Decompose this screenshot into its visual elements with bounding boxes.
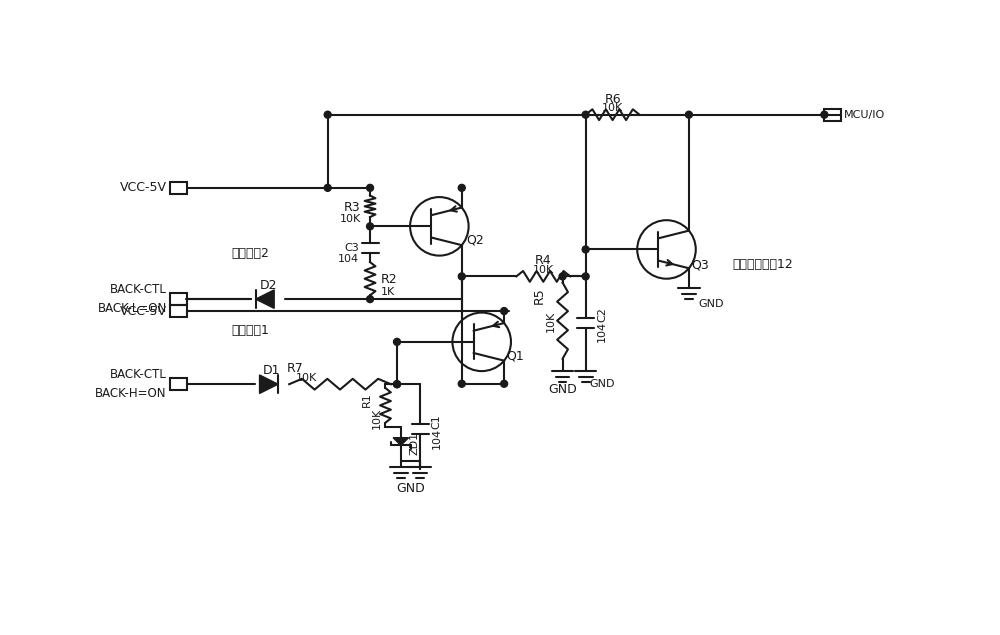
- Text: 第二电路2: 第二电路2: [231, 247, 269, 260]
- Text: R5: R5: [533, 287, 546, 304]
- Text: R6: R6: [604, 93, 621, 106]
- Text: GND: GND: [590, 379, 615, 389]
- Text: Q2: Q2: [466, 234, 484, 247]
- Circle shape: [582, 246, 589, 253]
- Circle shape: [367, 223, 374, 230]
- Polygon shape: [260, 375, 278, 394]
- Text: VCC-5V: VCC-5V: [120, 305, 167, 318]
- Text: R7: R7: [287, 363, 304, 375]
- Polygon shape: [256, 290, 274, 309]
- Text: R3: R3: [344, 201, 361, 213]
- Text: ZD1: ZD1: [410, 432, 420, 455]
- Text: 第一电路1: 第一电路1: [231, 324, 269, 337]
- Text: 10K: 10K: [296, 373, 317, 383]
- Text: GND: GND: [698, 298, 724, 309]
- Text: R4: R4: [535, 255, 552, 267]
- Text: R1: R1: [362, 392, 372, 407]
- Text: 10K: 10K: [602, 103, 623, 113]
- Circle shape: [367, 184, 374, 191]
- Circle shape: [458, 380, 465, 387]
- Text: VCC-5V: VCC-5V: [120, 182, 167, 194]
- Circle shape: [821, 111, 828, 118]
- Bar: [824, 109, 841, 121]
- Text: BACK-CTL: BACK-CTL: [110, 283, 167, 297]
- Text: 10K: 10K: [372, 408, 382, 429]
- Text: 10K: 10K: [546, 311, 556, 331]
- Text: 104: 104: [597, 321, 607, 342]
- Bar: [170, 305, 187, 317]
- Text: GND: GND: [548, 383, 577, 396]
- Text: 10K: 10K: [533, 265, 554, 275]
- Circle shape: [324, 184, 331, 191]
- Circle shape: [582, 111, 589, 118]
- Text: BACK-CTL: BACK-CTL: [110, 368, 167, 382]
- Bar: [170, 182, 187, 194]
- Text: R2: R2: [381, 273, 397, 286]
- Text: D1: D1: [263, 364, 281, 377]
- Text: 电平转换电路12: 电平转换电路12: [732, 258, 793, 271]
- Circle shape: [394, 381, 400, 387]
- Text: Q1: Q1: [507, 349, 524, 362]
- Polygon shape: [393, 438, 409, 445]
- Bar: [170, 293, 187, 305]
- Circle shape: [582, 273, 589, 280]
- Bar: [170, 378, 187, 390]
- Text: GND: GND: [396, 482, 425, 495]
- Text: C2: C2: [597, 307, 607, 323]
- Circle shape: [559, 273, 566, 280]
- Circle shape: [394, 381, 400, 387]
- Circle shape: [367, 296, 374, 303]
- Circle shape: [501, 380, 508, 387]
- Circle shape: [501, 307, 508, 314]
- Text: Q3: Q3: [692, 258, 709, 271]
- Circle shape: [458, 273, 465, 280]
- Text: C3: C3: [345, 243, 359, 253]
- Text: D2: D2: [259, 279, 277, 291]
- Text: C1: C1: [432, 414, 442, 429]
- Circle shape: [324, 111, 331, 118]
- Text: 104: 104: [338, 254, 359, 264]
- Text: 104: 104: [432, 427, 442, 449]
- Text: MCU/IO: MCU/IO: [844, 110, 886, 120]
- Circle shape: [685, 111, 692, 118]
- Text: BACK-L=ON: BACK-L=ON: [98, 302, 167, 315]
- Text: BACK-H=ON: BACK-H=ON: [95, 387, 167, 400]
- Circle shape: [458, 184, 465, 191]
- Text: 1K: 1K: [381, 287, 395, 297]
- Text: 10K: 10K: [340, 215, 361, 224]
- Circle shape: [394, 338, 400, 345]
